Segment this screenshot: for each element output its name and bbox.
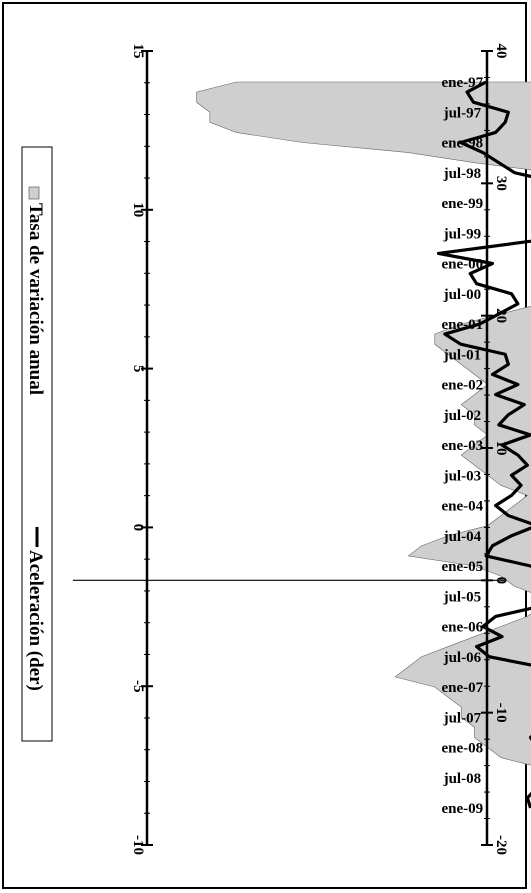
category-label: jul-03 — [443, 468, 482, 484]
legend-area-swatch — [28, 186, 40, 200]
left-axis-tick-label: 20 — [493, 308, 509, 323]
axes-layer: -20 -10 0 10 20 30 40 -10 -5 0 5 10 15 ene-97 jul-97 en… — [130, 44, 509, 856]
category-label: ene-04 — [442, 499, 484, 515]
category-label: jul-08 — [443, 771, 482, 787]
legend: Tasa de variación anual Aceleración (der… — [21, 146, 53, 742]
right-axis-tick-label: 10 — [130, 202, 146, 217]
line-series-layer — [436, 80, 531, 809]
right-axis-tick-label: 15 — [130, 44, 146, 59]
category-label: ene-00 — [442, 257, 484, 273]
category-label: ene-07 — [442, 680, 484, 696]
left-axis-tick-label: 10 — [493, 441, 509, 456]
line-series-aceleracion — [436, 80, 531, 809]
category-label: jul-06 — [443, 650, 482, 666]
category-label: ene-97 — [442, 75, 484, 91]
right-axis-tick-label: 5 — [130, 365, 146, 373]
area-series-layer — [196, 81, 531, 766]
area-series-tasa — [196, 81, 531, 766]
left-axis-tick-label: 40 — [493, 44, 509, 59]
legend-box — [21, 146, 53, 742]
category-label: ene-05 — [442, 559, 484, 575]
category-label: ene-08 — [442, 741, 484, 757]
right-axis-tick-label: -10 — [130, 835, 146, 855]
category-label: ene-03 — [442, 438, 484, 454]
category-label: ene-02 — [442, 378, 484, 394]
category-label: jul-07 — [443, 710, 482, 726]
category-label: ene-09 — [442, 801, 484, 817]
legend-area-label: Tasa de variación anual — [25, 203, 46, 395]
left-axis-tick-label: -10 — [493, 703, 509, 723]
right-axis-tick-label: 0 — [130, 524, 146, 532]
category-label: jul-01 — [443, 347, 482, 363]
right-axis-tick-label: -5 — [130, 680, 146, 693]
category-label: ene-99 — [442, 196, 484, 212]
left-axis-tick-label: -20 — [493, 835, 509, 855]
category-label: jul-04 — [443, 529, 482, 545]
category-label: jul-97 — [443, 105, 482, 121]
category-label: jul-98 — [443, 166, 482, 182]
category-label: jul-99 — [443, 226, 482, 242]
category-label: jul-02 — [443, 408, 482, 424]
category-label: jul-05 — [443, 589, 482, 605]
category-label: ene-98 — [442, 136, 484, 152]
category-label: jul-00 — [443, 287, 482, 303]
category-label: ene-01 — [442, 317, 484, 333]
left-axis-tick-label: 0 — [493, 577, 509, 585]
legend-line-label: Aceleración (der) — [25, 550, 46, 691]
left-axis-tick-label: 30 — [493, 176, 509, 191]
category-label: ene-06 — [442, 620, 484, 636]
